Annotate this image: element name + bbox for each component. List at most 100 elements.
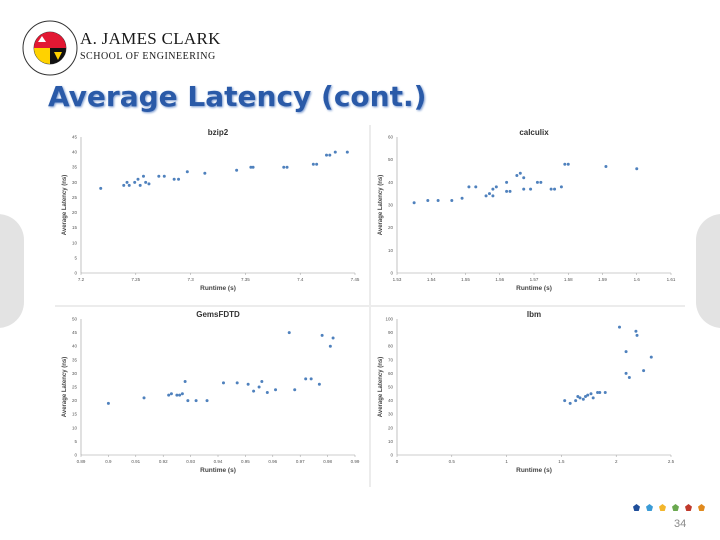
data-point	[251, 165, 255, 169]
data-point	[221, 381, 225, 385]
data-point	[125, 180, 129, 184]
decorative-dot	[646, 504, 653, 511]
y-tick-label: 20	[388, 425, 394, 430]
chart-panel-bzip2: bzip2 0 5 10 15 20 25 30 35 40 45 7.2 7.25 7.3 7.35 7.4…	[55, 125, 369, 305]
data-point	[460, 196, 464, 200]
y-tick-label: 10	[72, 240, 78, 245]
data-point	[285, 165, 289, 169]
data-point	[549, 187, 553, 191]
y-tick-label: 60	[388, 135, 394, 140]
chart-background	[55, 125, 369, 305]
y-tick-label: 10	[388, 248, 394, 253]
data-point	[144, 180, 148, 184]
data-point	[142, 396, 146, 400]
y-tick-label: 40	[388, 180, 394, 185]
data-point	[205, 399, 209, 403]
x-tick-label: 0.99	[351, 459, 360, 464]
data-point	[180, 392, 184, 396]
x-tick-label: 0.98	[323, 459, 332, 464]
y-tick-label: 30	[388, 412, 394, 417]
x-tick-label: 1	[505, 459, 508, 464]
data-point	[274, 388, 278, 392]
y-tick-label: 0	[74, 453, 77, 458]
x-tick-label: 7.35	[241, 277, 250, 282]
data-point	[649, 355, 653, 359]
y-tick-label: 10	[388, 439, 394, 444]
y-tick-label: 30	[72, 371, 78, 376]
x-tick-label: 0.97	[296, 459, 305, 464]
data-point	[246, 382, 250, 386]
x-tick-label: 7.3	[187, 277, 194, 282]
data-point	[484, 194, 488, 198]
data-point	[331, 336, 335, 340]
data-point	[328, 153, 332, 157]
x-tick-label: 0	[396, 459, 399, 464]
school-brand: A. JAMES CLARK SCHOOL OF ENGINEERING	[80, 30, 221, 63]
data-point	[563, 399, 567, 403]
data-point	[589, 392, 593, 396]
y-tick-label: 50	[72, 317, 78, 322]
y-tick-label: 40	[388, 398, 394, 403]
decorative-side-tab-right	[696, 214, 720, 328]
data-point	[596, 390, 600, 394]
data-point	[539, 180, 543, 184]
x-tick-label: 0.9	[105, 459, 112, 464]
data-point	[581, 397, 585, 401]
university-seal-logo	[22, 20, 78, 76]
data-point	[304, 377, 308, 381]
data-point	[333, 150, 337, 154]
x-tick-label: 7.4	[297, 277, 304, 282]
data-point	[287, 331, 291, 335]
y-tick-label: 5	[74, 439, 77, 444]
y-tick-label: 40	[72, 150, 78, 155]
data-point	[412, 201, 416, 205]
y-tick-label: 20	[72, 398, 78, 403]
y-tick-label: 15	[72, 225, 78, 230]
data-point	[138, 183, 142, 187]
data-point	[235, 168, 239, 172]
y-tick-label: 70	[388, 357, 394, 362]
data-point	[491, 194, 495, 198]
x-tick-label: 2.5	[668, 459, 675, 464]
data-point	[624, 371, 628, 375]
x-tick-label: 1.53	[393, 277, 402, 282]
data-point	[491, 187, 495, 191]
page-number: 34	[674, 518, 687, 530]
x-tick-label: 0.95	[241, 459, 250, 464]
y-tick-label: 40	[72, 344, 78, 349]
y-axis-label: Average Latency (ns)	[62, 357, 68, 417]
data-point	[141, 174, 145, 178]
chart-panel-lbm: lbm 0 10 20 30 40 50 60 70 80 90 100 0 0.5 1 1.5 2 2.5 Run…	[371, 307, 685, 487]
chart-grid: bzip2 0 5 10 15 20 25 30 35 40 45 7.2 7.25 7.3 7.35 7.4…	[55, 125, 685, 487]
y-tick-label: 25	[72, 385, 78, 390]
x-tick-label: 2	[615, 459, 618, 464]
data-point	[584, 395, 588, 399]
x-tick-label: 1.59	[598, 277, 607, 282]
data-point	[426, 198, 430, 202]
x-axis-label: Runtime (s)	[200, 467, 236, 474]
data-point	[315, 162, 319, 166]
x-tick-label: 0.92	[159, 459, 168, 464]
data-point	[293, 388, 297, 392]
x-tick-label: 1.55	[461, 277, 470, 282]
data-point	[591, 396, 595, 400]
data-point	[568, 401, 572, 405]
decorative-side-tab-left	[0, 214, 24, 328]
data-point	[309, 377, 313, 381]
y-tick-label: 100	[385, 317, 393, 322]
scatter-chart-gemsfdtd: GemsFDTD 0 5 10 15 20 25 30 35 40 45 50 0.89 0.9 0.91 0…	[55, 307, 369, 487]
data-point	[345, 150, 349, 154]
chart-title: GemsFDTD	[196, 310, 240, 319]
chart-title: calculix	[519, 128, 549, 137]
y-tick-label: 80	[388, 344, 394, 349]
brand-subtitle: SCHOOL OF ENGINEERING	[80, 51, 216, 62]
data-point	[603, 390, 607, 394]
chart-background	[371, 125, 685, 305]
data-point	[450, 198, 454, 202]
data-point	[133, 180, 137, 184]
data-point	[260, 380, 264, 384]
y-axis-label: Average Latency (ns)	[378, 357, 384, 417]
chart-background	[371, 307, 685, 487]
x-tick-label: 0.94	[214, 459, 223, 464]
data-point	[576, 395, 580, 399]
